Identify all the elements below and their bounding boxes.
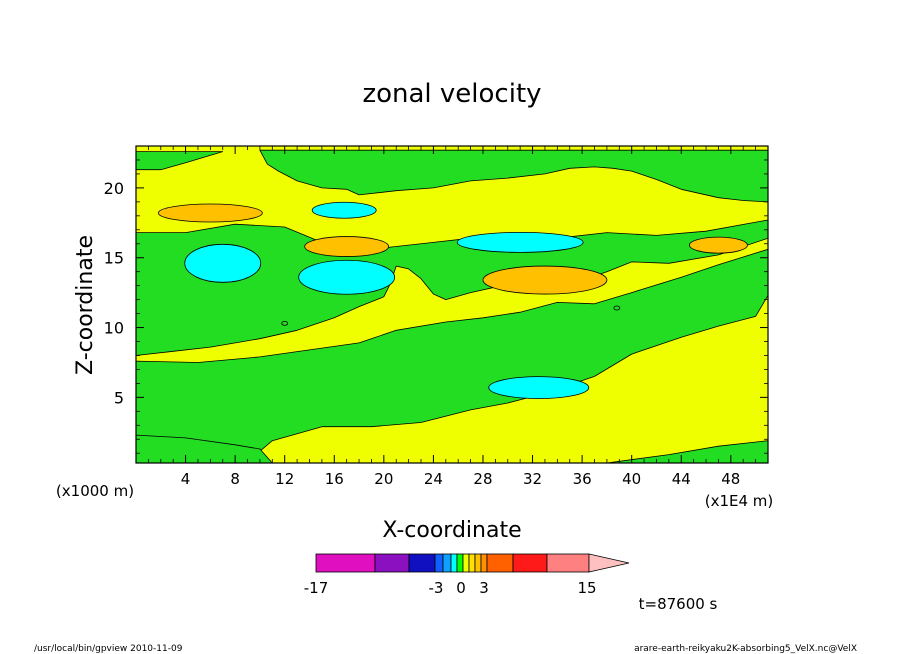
footer-left: /usr/local/bin/gpview 2010-11-09: [34, 644, 183, 654]
footer-right: arare-earth-reikyaku2K-absorbing5_VelX.n…: [634, 644, 857, 654]
chart-title: zonal velocity: [362, 79, 541, 109]
time-label: t=87600 s: [639, 595, 718, 613]
x-tick-label: 40: [622, 470, 641, 488]
colorbar-tick-label: -17: [304, 579, 329, 597]
y-tick-label: 5: [114, 388, 124, 407]
contour-region-5: [136, 434, 273, 463]
colorbar: -17 -3 0 3 15: [304, 553, 630, 597]
y-tick-label: 10: [104, 319, 124, 338]
colorbar-extension-triangle: [588, 553, 630, 573]
contour-small-loop: [613, 305, 621, 311]
colorbar-swatch: [512, 553, 548, 573]
colorbar-swatch: [408, 553, 436, 573]
contour-blob-9: [311, 201, 377, 219]
contour-blob-10: [456, 231, 584, 253]
colorbar-swatch: [450, 553, 458, 573]
x-tick-label: 44: [672, 470, 691, 488]
contour-blob-15: [689, 236, 748, 254]
x-tick-label: 8: [230, 470, 240, 488]
contour-blob-11: [488, 376, 590, 399]
colorbar-swatch: [374, 553, 410, 573]
contour-region-3: [259, 149, 768, 203]
x-tick-label: 20: [374, 470, 393, 488]
x-axis-label: X-coordinate: [382, 518, 521, 543]
colorbar-swatch: [434, 553, 444, 573]
x-tick-label: 48: [721, 470, 740, 488]
colorbar-tick-label: 0: [456, 579, 466, 597]
colorbar-swatch: [486, 553, 514, 573]
colorbar-tick-label: -3: [429, 579, 444, 597]
contour-blob-14: [482, 265, 608, 295]
colorbar-swatch: [480, 553, 488, 573]
plot-frame: [135, 145, 769, 464]
colorbar-tick-label: 3: [479, 579, 489, 597]
colorbar-swatch: [462, 553, 470, 573]
contour-blob-12: [157, 203, 263, 223]
x-unit-label: (x1E4 m): [705, 492, 774, 510]
colorbar-swatch: [468, 553, 476, 573]
x-tick-label: 32: [523, 470, 542, 488]
contour-region-4: [136, 248, 768, 462]
x-tick-label: 4: [181, 470, 191, 488]
colorbar-swatch: [456, 553, 464, 573]
contour-blob-8: [298, 259, 396, 295]
contour-region-2: [136, 151, 224, 171]
contour-small-loop: [281, 320, 289, 326]
colorbar-swatch: [315, 553, 376, 573]
x-tick-label: 36: [573, 470, 592, 488]
y-tick-label: 20: [104, 179, 124, 198]
contour-region-6: [606, 440, 768, 463]
x-tick-label: 24: [424, 470, 443, 488]
colorbar-swatch: [442, 553, 452, 573]
contour-blob-7: [184, 243, 262, 283]
x-tick-label: 16: [325, 470, 344, 488]
y-unit-label: (x1000 m): [56, 482, 134, 500]
colorbar-tick-label: 15: [577, 579, 596, 597]
contour-blob-13: [304, 236, 390, 257]
x-tick-label: 12: [275, 470, 294, 488]
colorbar-swatch: [546, 553, 590, 573]
y-axis-label: Z-coordinate: [73, 235, 98, 375]
x-tick-label: 28: [473, 470, 492, 488]
y-tick-label: 15: [104, 249, 124, 268]
colorbar-swatch: [474, 553, 482, 573]
